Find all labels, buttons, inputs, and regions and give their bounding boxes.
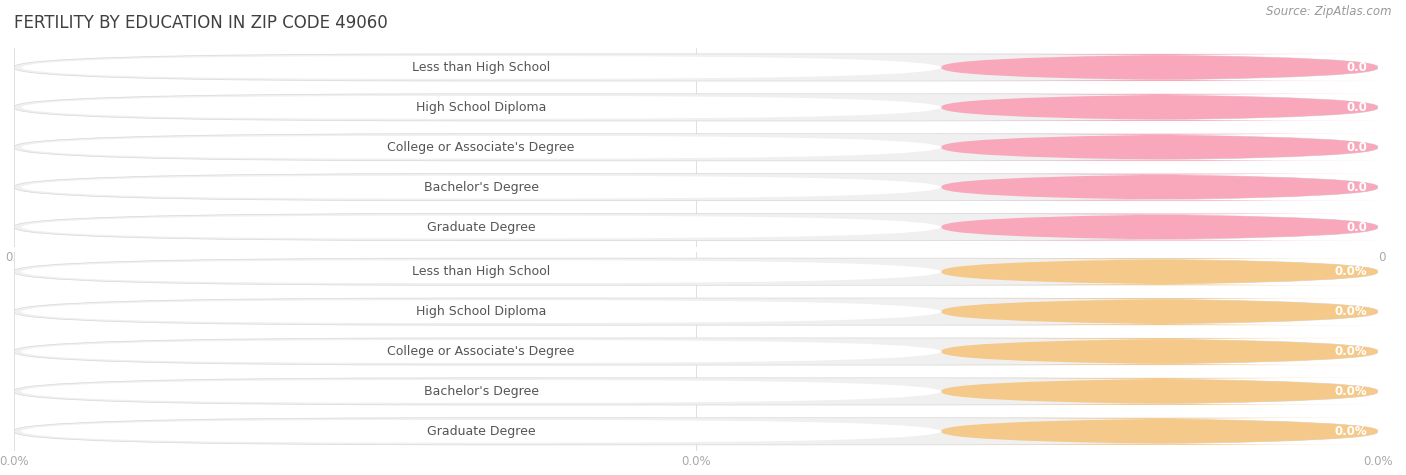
FancyBboxPatch shape bbox=[21, 300, 942, 323]
Text: 0.0: 0.0 bbox=[1346, 101, 1367, 114]
FancyBboxPatch shape bbox=[932, 338, 1386, 365]
Text: 0.0%: 0.0% bbox=[1334, 425, 1367, 438]
Text: 0.0: 0.0 bbox=[1346, 180, 1367, 194]
FancyBboxPatch shape bbox=[21, 260, 942, 283]
FancyBboxPatch shape bbox=[932, 54, 1386, 81]
FancyBboxPatch shape bbox=[932, 94, 1386, 121]
FancyBboxPatch shape bbox=[14, 133, 1378, 161]
FancyBboxPatch shape bbox=[932, 258, 1386, 285]
Text: College or Associate's Degree: College or Associate's Degree bbox=[388, 141, 575, 154]
FancyBboxPatch shape bbox=[14, 418, 1378, 445]
FancyBboxPatch shape bbox=[14, 298, 1378, 325]
FancyBboxPatch shape bbox=[21, 380, 942, 403]
FancyBboxPatch shape bbox=[932, 133, 1386, 161]
Text: High School Diploma: High School Diploma bbox=[416, 101, 547, 114]
FancyBboxPatch shape bbox=[14, 213, 1378, 241]
FancyBboxPatch shape bbox=[932, 378, 1386, 405]
Text: College or Associate's Degree: College or Associate's Degree bbox=[388, 345, 575, 358]
FancyBboxPatch shape bbox=[932, 298, 1386, 325]
Text: 0.0%: 0.0% bbox=[1334, 345, 1367, 358]
FancyBboxPatch shape bbox=[14, 338, 1378, 365]
Text: Bachelor's Degree: Bachelor's Degree bbox=[423, 385, 538, 398]
FancyBboxPatch shape bbox=[21, 340, 942, 363]
FancyBboxPatch shape bbox=[21, 96, 942, 119]
Text: Graduate Degree: Graduate Degree bbox=[427, 425, 536, 438]
FancyBboxPatch shape bbox=[14, 258, 1378, 285]
Text: Less than High School: Less than High School bbox=[412, 61, 550, 74]
Text: Less than High School: Less than High School bbox=[412, 265, 550, 278]
Text: High School Diploma: High School Diploma bbox=[416, 305, 547, 318]
Text: Graduate Degree: Graduate Degree bbox=[427, 220, 536, 234]
FancyBboxPatch shape bbox=[21, 136, 942, 159]
FancyBboxPatch shape bbox=[932, 213, 1386, 241]
Text: Bachelor's Degree: Bachelor's Degree bbox=[423, 180, 538, 194]
Text: FERTILITY BY EDUCATION IN ZIP CODE 49060: FERTILITY BY EDUCATION IN ZIP CODE 49060 bbox=[14, 14, 388, 32]
FancyBboxPatch shape bbox=[14, 173, 1378, 201]
Text: 0.0%: 0.0% bbox=[1334, 385, 1367, 398]
Text: 0.0: 0.0 bbox=[1346, 141, 1367, 154]
Text: 0.0: 0.0 bbox=[1346, 61, 1367, 74]
FancyBboxPatch shape bbox=[21, 56, 942, 79]
FancyBboxPatch shape bbox=[14, 54, 1378, 81]
Text: 0.0%: 0.0% bbox=[1334, 265, 1367, 278]
Text: 0.0%: 0.0% bbox=[1334, 305, 1367, 318]
FancyBboxPatch shape bbox=[21, 176, 942, 199]
FancyBboxPatch shape bbox=[21, 420, 942, 443]
Text: Source: ZipAtlas.com: Source: ZipAtlas.com bbox=[1267, 5, 1392, 18]
FancyBboxPatch shape bbox=[932, 418, 1386, 445]
Text: 0.0: 0.0 bbox=[1346, 220, 1367, 234]
FancyBboxPatch shape bbox=[932, 173, 1386, 201]
FancyBboxPatch shape bbox=[14, 378, 1378, 405]
FancyBboxPatch shape bbox=[21, 216, 942, 238]
FancyBboxPatch shape bbox=[14, 94, 1378, 121]
